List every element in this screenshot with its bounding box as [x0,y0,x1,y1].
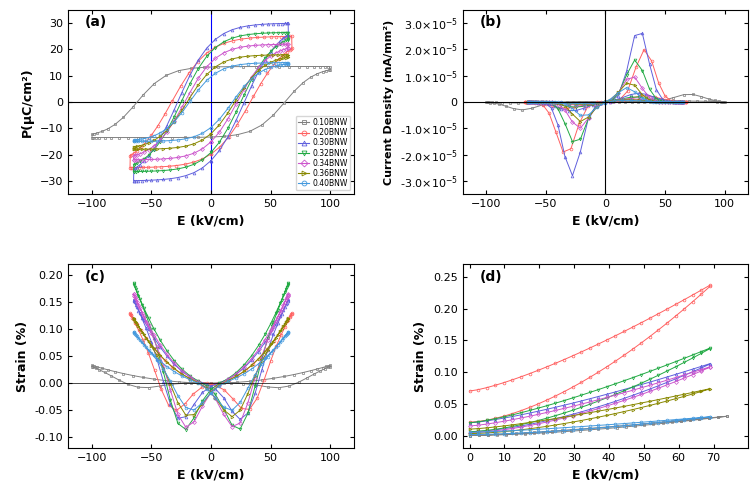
0.20BNW [150,164,159,170]
0.32BNW [135,158,144,164]
0.40BNW [206,124,215,130]
Text: (a): (a) [85,15,107,29]
0.40BNW [135,136,144,142]
0.36BNW [284,54,293,60]
0.40BNW [284,61,293,67]
0.40BNW [190,134,199,140]
0.34BNW [284,45,293,51]
0.36BNW [284,52,293,58]
0.32BNW [206,149,215,155]
0.30BNW [135,161,144,167]
0.10BNW [123,134,132,140]
0.36BNW [153,146,162,152]
0.40BNW [130,138,139,144]
0.34BNW [129,157,138,163]
0.20BNW [287,33,296,39]
Y-axis label: P(μC/cm²): P(μC/cm²) [21,67,34,137]
0.30BNW [130,178,139,184]
0.34BNW [284,45,293,51]
0.20BNW [132,148,141,154]
0.34BNW [135,151,144,157]
0.34BNW [284,41,293,47]
0.34BNW [130,157,139,163]
X-axis label: E (kV/cm): E (kV/cm) [572,215,640,228]
Text: (c): (c) [85,269,106,283]
0.20BNW [126,165,135,171]
0.32BNW [153,168,162,174]
0.32BNW [206,149,215,155]
0.20BNW [287,46,296,52]
0.34BNW [206,139,215,145]
0.30BNW [284,32,293,38]
0.34BNW [190,150,199,156]
X-axis label: E (kV/cm): E (kV/cm) [177,215,245,228]
Text: (d): (d) [480,269,502,283]
0.20BNW [206,151,215,157]
0.30BNW [284,20,293,26]
Line: 0.32BNW: 0.32BNW [132,31,290,173]
0.34BNW [153,156,162,162]
Line: 0.20BNW: 0.20BNW [129,35,293,169]
Text: (b): (b) [480,15,502,29]
Legend: 0.10BNW, 0.20BNW, 0.30BNW, 0.32BNW, 0.34BNW, 0.36BNW, 0.40BNW: 0.10BNW, 0.20BNW, 0.30BNW, 0.32BNW, 0.34… [296,116,350,190]
0.10BNW [88,134,98,140]
0.30BNW [206,158,215,164]
0.30BNW [153,177,162,183]
X-axis label: E (kV/cm): E (kV/cm) [177,469,245,482]
Line: 0.40BNW: 0.40BNW [132,61,290,143]
X-axis label: E (kV/cm): E (kV/cm) [572,469,640,482]
0.40BNW [129,138,138,144]
0.40BNW [206,124,215,130]
0.36BNW [206,131,215,137]
0.10BNW [98,128,107,134]
0.30BNW [284,32,293,38]
0.34BNW [206,139,215,145]
0.36BNW [284,54,293,60]
0.32BNW [190,161,199,167]
0.10BNW [324,67,333,73]
0.10BNW [325,64,334,70]
Line: 0.34BNW: 0.34BNW [132,43,290,161]
0.32BNW [130,168,139,174]
Y-axis label: Strain (%): Strain (%) [414,321,427,392]
0.10BNW [326,67,335,73]
0.36BNW [135,143,144,149]
0.30BNW [129,178,138,184]
0.20BNW [287,45,296,51]
0.40BNW [153,138,162,144]
0.40BNW [284,60,293,66]
0.20BNW [189,159,198,165]
Line: 0.10BNW: 0.10BNW [91,65,331,139]
0.36BNW [190,141,199,147]
Y-axis label: Current Density (mA/mm²): Current Density (mA/mm²) [384,19,394,185]
0.20BNW [125,165,135,171]
Y-axis label: Strain (%): Strain (%) [16,321,29,392]
0.36BNW [206,131,215,137]
0.32BNW [284,37,293,43]
0.40BNW [284,61,293,67]
0.36BNW [130,146,139,152]
0.20BNW [206,151,215,157]
0.10BNW [181,134,190,140]
Line: 0.36BNW: 0.36BNW [132,53,290,151]
Line: 0.30BNW: 0.30BNW [132,22,290,182]
0.32BNW [284,29,293,35]
0.10BNW [206,134,215,140]
0.10BNW [88,134,97,140]
0.32BNW [129,168,138,174]
0.10BNW [206,134,215,140]
0.30BNW [190,170,199,176]
0.36BNW [129,146,138,152]
0.32BNW [284,36,293,42]
0.30BNW [206,158,215,164]
